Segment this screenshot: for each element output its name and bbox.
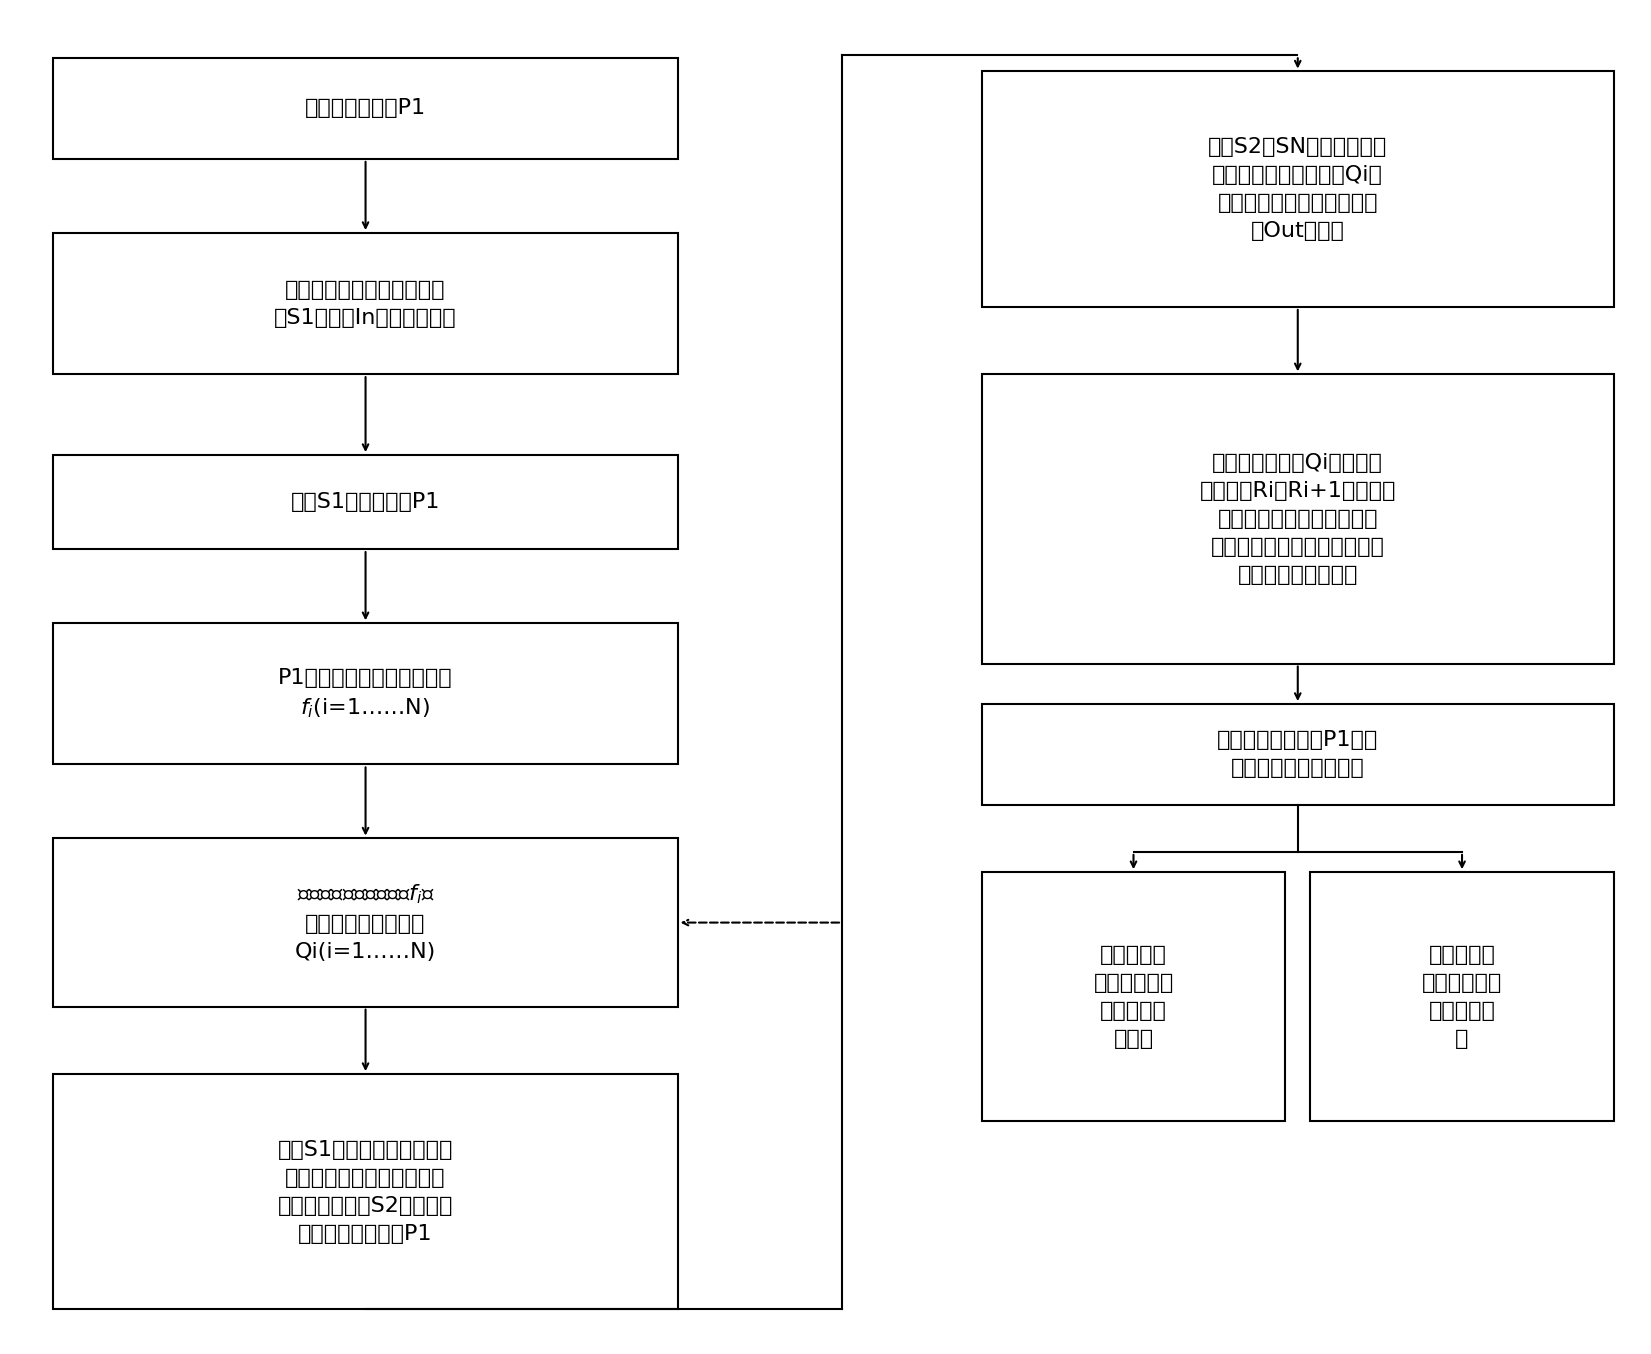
Text: 控制与编解码器Qi连接的微
型谐振腔Ri和Ri+1，使谐振
波长与脉冲波长相同，控制
其余微型谐振腔的谐振波长，
使其偏离光脉冲波长: 控制与编解码器Qi连接的微 型谐振腔Ri和Ri+1，使谐振 波长与脉冲波长相同，… — [1200, 452, 1397, 585]
Bar — [1311, 872, 1615, 1121]
Text: 在编解码工作时，P1实时
探测光脉冲的重复频率: 在编解码工作时，P1实时 探测光脉冲的重复频率 — [1217, 730, 1379, 779]
Text: 根据光脉冲的重复频率$f_i$，
启动对应的编解码器
Qi(i=1……N): 根据光脉冲的重复频率$f_i$， 启动对应的编解码器 Qi(i=1……N) — [296, 883, 436, 963]
Bar — [53, 233, 677, 374]
Text: 控制S1使光脉冲分别从两个
端口输出，其中单光子量级
的光脉冲输出到S2，剩余能
量的光脉冲输出到P1: 控制S1使光脉冲分别从两个 端口输出，其中单光子量级 的光脉冲输出到S2，剩余能… — [277, 1140, 454, 1244]
Text: 控制S2到SN，保持单光子
量级脉冲进入编解码器Qi所
在波导支路，并从本器件端
口Out处输出: 控制S2到SN，保持单光子 量级脉冲进入编解码器Qi所 在波导支路，并从本器件端… — [1209, 137, 1387, 241]
Bar — [982, 374, 1615, 663]
Bar — [53, 623, 677, 765]
Text: 光脉冲信号从光功率分配单
元S1的端口In输入到本器件: 光脉冲信号从光功率分配单 元S1的端口In输入到本器件 — [274, 279, 457, 328]
Bar — [53, 838, 677, 1006]
Bar — [53, 1074, 677, 1309]
Bar — [982, 872, 1286, 1121]
Text: 控制S1将光输入到P1: 控制S1将光输入到P1 — [291, 492, 441, 512]
Text: 启动光电探测器P1: 启动光电探测器P1 — [305, 99, 426, 118]
Text: 当脉冲重复
频率不变时，
保持设置不
变: 当脉冲重复 频率不变时， 保持设置不 变 — [1422, 945, 1502, 1048]
Bar — [982, 72, 1615, 307]
Bar — [982, 704, 1615, 804]
Text: 当脉冲重复
频率改变时，
停止该编码
器工作: 当脉冲重复 频率改变时， 停止该编码 器工作 — [1093, 945, 1174, 1048]
Bar — [53, 58, 677, 158]
Text: P1探测光脉冲的重复频率，
$f_i$(i=1……N): P1探测光脉冲的重复频率， $f_i$(i=1……N) — [279, 668, 452, 720]
Bar — [53, 455, 677, 550]
